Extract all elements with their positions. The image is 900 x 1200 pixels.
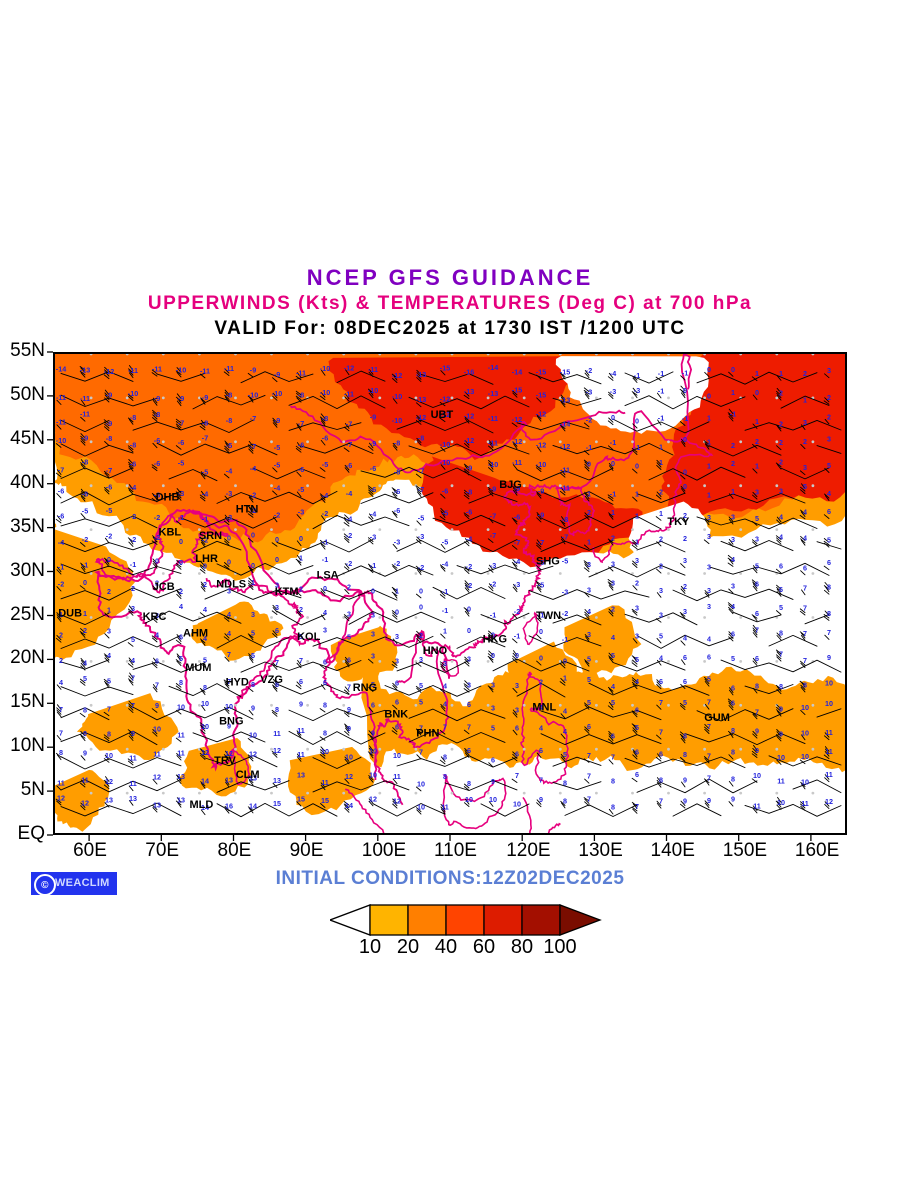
svg-text:MUM: MUM: [185, 662, 211, 674]
svg-text:AHM: AHM: [183, 628, 208, 640]
svg-text:LSA: LSA: [317, 570, 339, 582]
svg-text:MLD: MLD: [190, 799, 214, 811]
svg-text:80: 80: [511, 936, 533, 958]
svg-text:TWN: TWN: [536, 610, 561, 622]
svg-text:KRC: KRC: [143, 611, 167, 623]
svg-text:NDLS: NDLS: [216, 578, 246, 590]
svg-text:KBL: KBL: [159, 527, 182, 539]
svg-text:40: 40: [435, 936, 457, 958]
svg-text:JCB: JCB: [153, 581, 175, 593]
svg-text:TRV: TRV: [214, 755, 236, 767]
svg-text:SHG: SHG: [536, 556, 560, 568]
svg-text:10: 10: [359, 936, 381, 958]
svg-text:SRN: SRN: [199, 530, 222, 542]
svg-text:UBT: UBT: [431, 409, 454, 421]
svg-text:DHB: DHB: [156, 491, 180, 503]
svg-text:MNL: MNL: [532, 701, 556, 713]
svg-text:HTN: HTN: [236, 504, 259, 516]
svg-text:RNG: RNG: [353, 682, 377, 694]
svg-text:CLM: CLM: [236, 769, 260, 781]
svg-text:PHN: PHN: [416, 728, 439, 740]
svg-text:TKY: TKY: [667, 516, 690, 528]
svg-text:HKG: HKG: [483, 634, 507, 646]
svg-text:BJG: BJG: [499, 479, 522, 491]
svg-text:BNK: BNK: [384, 708, 408, 720]
svg-text:100: 100: [543, 936, 576, 958]
svg-text:20: 20: [397, 936, 419, 958]
svg-text:VZG: VZG: [260, 674, 283, 686]
svg-text:BNG: BNG: [219, 715, 243, 727]
svg-text:LHR: LHR: [195, 553, 218, 565]
svg-text:GUM: GUM: [704, 712, 730, 724]
svg-text:DUB: DUB: [58, 607, 82, 619]
svg-text:KTM: KTM: [275, 586, 299, 598]
svg-text:60: 60: [473, 936, 495, 958]
svg-text:HNO: HNO: [423, 645, 448, 657]
svg-text:KOL: KOL: [297, 631, 321, 643]
svg-text:HYD: HYD: [226, 677, 249, 689]
